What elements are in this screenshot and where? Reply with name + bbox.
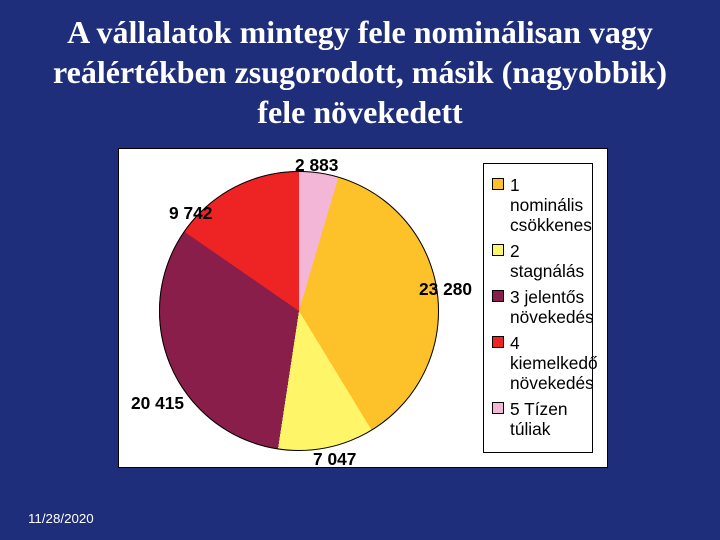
- slice-value-label: 23 280: [419, 279, 472, 300]
- legend-label: 2 stagnálás: [510, 242, 584, 282]
- legend-label: 3 jelentős növekedés: [510, 288, 594, 328]
- legend-label: 1 nominális csökkenes: [510, 176, 592, 236]
- legend-swatch: [492, 290, 504, 302]
- legend-swatch: [492, 402, 504, 414]
- legend-label: 4 kiemelkedő növekedés: [510, 334, 598, 394]
- legend-swatch: [492, 336, 504, 348]
- pie-area: 2 883 23 280 7 047 20 415 9 742: [119, 149, 479, 469]
- legend-item: 3 jelentős növekedés: [492, 288, 584, 328]
- slice-value-label: 7 047: [313, 449, 356, 470]
- footer-date: 11/28/2020: [28, 511, 94, 526]
- legend: 1 nominális csökkenes 2 stagnálás 3 jelent…: [483, 163, 593, 452]
- legend-item: 5 Tízen túliak: [492, 400, 584, 440]
- legend-item: 4 kiemelkedő növekedés: [492, 334, 584, 394]
- slice-value-label: 20 415: [131, 393, 184, 414]
- slice-value-label: 9 742: [169, 203, 212, 224]
- legend-swatch: [492, 178, 504, 190]
- legend-swatch: [492, 244, 504, 256]
- chart-card: 2 883 23 280 7 047 20 415 9 742 1 nominális …: [118, 148, 608, 468]
- legend-item: 2 stagnálás: [492, 242, 584, 282]
- legend-label: 5 Tízen túliak: [510, 400, 584, 440]
- slice-value-label: 2 883: [295, 155, 338, 176]
- legend-item: 1 nominális csökkenes: [492, 176, 584, 236]
- slide-title: A vállalatok mintegy fele nominálisan va…: [0, 0, 720, 140]
